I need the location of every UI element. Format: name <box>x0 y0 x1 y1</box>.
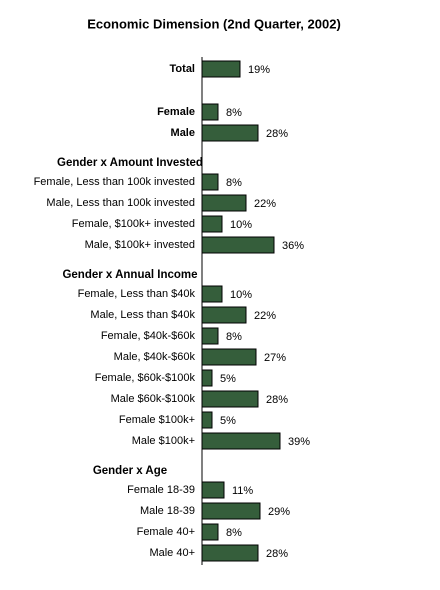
bar <box>201 390 259 408</box>
category-label: Female, $100k+ invested <box>72 218 195 230</box>
category-label: Female, $60k-$100k <box>95 372 196 384</box>
value-label: 5% <box>220 373 236 385</box>
value-label: 36% <box>282 240 304 252</box>
value-label: 19% <box>248 64 270 76</box>
value-label: 5% <box>220 415 236 427</box>
value-label: 22% <box>254 198 276 210</box>
value-label: 8% <box>226 527 242 539</box>
category-label: Female 18-39 <box>127 484 195 496</box>
bar <box>201 60 241 78</box>
category-label: Male 40+ <box>149 547 195 559</box>
value-label: 8% <box>226 107 242 119</box>
bar <box>201 369 213 387</box>
bar <box>201 124 259 142</box>
bar <box>201 502 261 520</box>
bar <box>201 306 247 324</box>
bar <box>201 432 281 450</box>
value-label: 28% <box>266 128 288 140</box>
value-label: 8% <box>226 331 242 343</box>
category-label: Male $100k+ <box>132 435 195 447</box>
bar <box>201 544 259 562</box>
bar <box>201 194 247 212</box>
bar <box>201 481 225 499</box>
value-label: 10% <box>230 289 252 301</box>
category-label: Female, $40k-$60k <box>101 330 196 342</box>
bar <box>201 327 219 345</box>
category-label: Female, Less than 100k invested <box>34 176 195 188</box>
category-label: Male 18-39 <box>140 505 195 517</box>
bar <box>201 411 213 429</box>
chart-title: Economic Dimension (2nd Quarter, 2002) <box>87 16 341 31</box>
bar <box>201 523 219 541</box>
value-label: 22% <box>254 310 276 322</box>
value-label: 39% <box>288 436 310 448</box>
bar <box>201 103 219 121</box>
bar <box>201 215 223 233</box>
bar <box>201 173 219 191</box>
value-label: 8% <box>226 177 242 189</box>
category-label: Female $100k+ <box>119 414 195 426</box>
category-label: Male $60k-$100k <box>111 393 196 405</box>
category-label: Male, Less than 100k invested <box>46 197 195 209</box>
value-label: 11% <box>232 485 253 497</box>
category-label: Female 40+ <box>137 526 195 538</box>
category-label: Female, Less than $40k <box>78 288 196 300</box>
category-label: Total <box>170 63 195 75</box>
category-label: Male <box>171 127 195 139</box>
section-title: Gender x Amount Invested <box>57 157 203 169</box>
value-label: 29% <box>268 506 290 518</box>
category-label: Male, Less than $40k <box>90 309 195 321</box>
category-label: Male, $100k+ invested <box>85 239 195 251</box>
section-title: Gender x Annual Income <box>62 269 197 281</box>
value-label: 27% <box>264 352 286 364</box>
value-label: 10% <box>230 219 252 231</box>
bar <box>201 236 275 254</box>
category-label: Male, $40k-$60k <box>114 351 196 363</box>
bar <box>201 285 223 303</box>
bar <box>201 348 257 366</box>
category-label: Female <box>157 106 195 118</box>
value-label: 28% <box>266 394 288 406</box>
section-title: Gender x Age <box>93 465 167 477</box>
value-label: 28% <box>266 548 288 560</box>
